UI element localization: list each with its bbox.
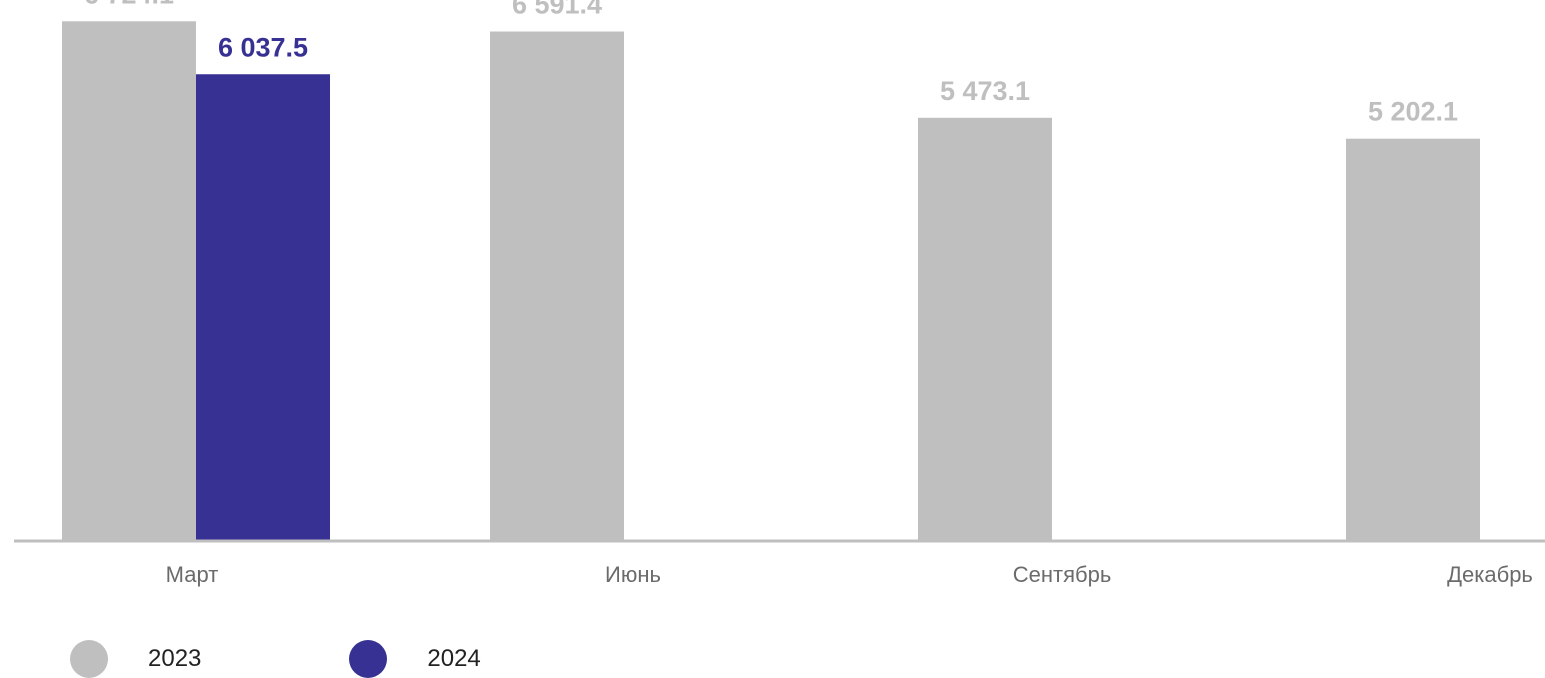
value-label-2024-Март: 6 037.5 [218,32,308,62]
value-label-2023-Декабрь: 5 202.1 [1368,97,1458,127]
bar-2023-Март [62,21,196,541]
legend-item-2023: 2023 [70,640,201,678]
category-label-Сентябрь: Сентябрь [1013,562,1112,587]
legend-label-2024: 2024 [427,645,481,672]
bars-group [62,21,1480,541]
bar-2023-Декабрь [1346,138,1480,541]
legend-swatch-2024 [349,640,388,678]
legend-label-2023: 2023 [148,645,202,672]
category-label-Июнь: Июнь [605,562,661,587]
value-label-2023-Июнь: 6 591.4 [512,0,602,20]
bar-chart: 6 724.1 6 591.4 5 473.1 5 202.1 6 037.5 Март… [14,0,1545,587]
legend: 2023 2024 [70,640,481,678]
value-label-2023-Март: 6 724.1 [84,0,174,9]
legend-swatch-2023 [70,640,108,678]
bar-2023-Июнь [490,31,624,541]
value-labels-group: 6 724.1 6 591.4 5 473.1 5 202.1 6 037.5 [84,0,1458,127]
bar-2024-Март [196,74,330,540]
category-label-Март: Март [166,562,219,587]
category-label-Декабрь: Декабрь [1447,562,1533,587]
bar-2023-Сентябрь [918,117,1052,540]
value-label-2023-Сентябрь: 5 473.1 [940,76,1030,106]
legend-item-2024: 2024 [349,640,481,678]
category-labels-group: Март Июнь Сентябрь Декабрь [166,562,1533,587]
